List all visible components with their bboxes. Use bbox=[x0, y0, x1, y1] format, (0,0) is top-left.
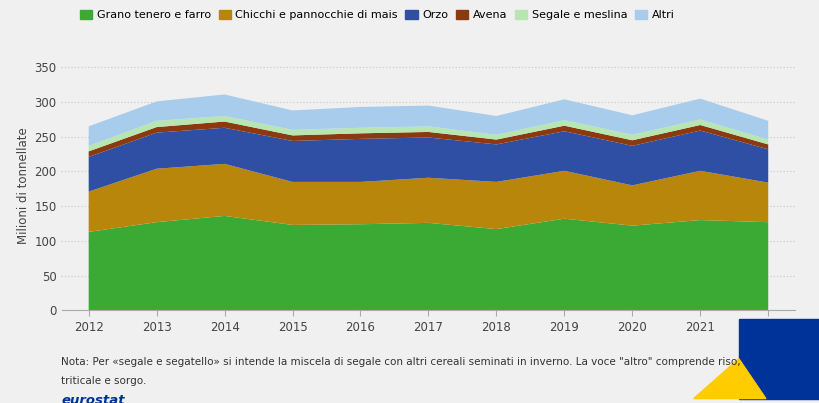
Text: Nota: Per «segale e segatello» si intende la miscela di segale con altri cereali: Nota: Per «segale e segatello» si intend… bbox=[61, 357, 740, 367]
Y-axis label: Milioni di tonnellate: Milioni di tonnellate bbox=[17, 127, 30, 244]
Legend: Grano tenero e farro, Chicchi e pannocchie di mais, Orzo, Avena, Segale e meslin: Grano tenero e farro, Chicchi e pannocch… bbox=[75, 6, 678, 25]
Polygon shape bbox=[738, 319, 819, 399]
Polygon shape bbox=[693, 359, 765, 399]
Text: triticale e sorgo.: triticale e sorgo. bbox=[61, 376, 147, 386]
Text: eurostat: eurostat bbox=[61, 394, 125, 403]
